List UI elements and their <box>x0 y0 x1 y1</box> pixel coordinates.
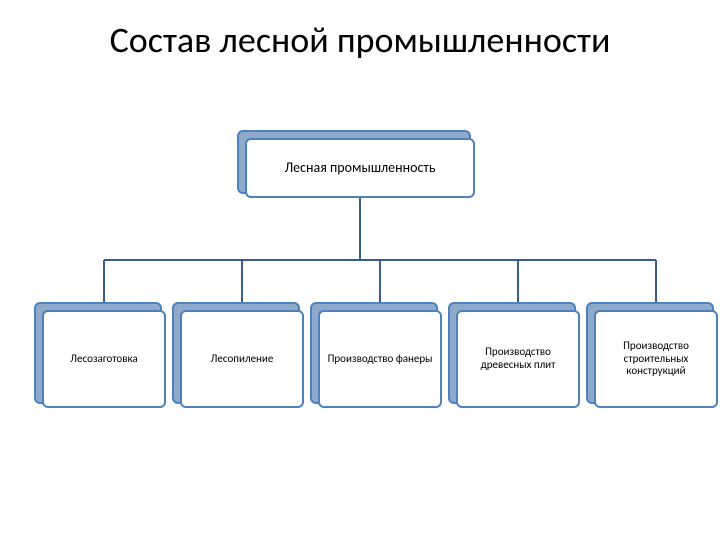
node-label: Лесозаготовка <box>42 310 166 408</box>
node-label: Производство древесных плит <box>456 310 580 408</box>
slide-title: Состав лесной промышленности <box>0 18 720 62</box>
node-label: Производство строительных конструкций <box>594 310 718 408</box>
node-child-4: Производство строительных конструкций <box>594 310 718 408</box>
slide: Состав лесной промышленности Лесная пром… <box>0 0 720 540</box>
node-label: Лесопиление <box>180 310 304 408</box>
node-child-1: Лесопиление <box>180 310 304 408</box>
node-label: Лесная промышленность <box>245 138 475 198</box>
node-child-0: Лесозаготовка <box>42 310 166 408</box>
node-child-3: Производство древесных плит <box>456 310 580 408</box>
node-child-2: Производство фанеры <box>318 310 442 408</box>
node-root: Лесная промышленность <box>245 138 475 198</box>
node-label: Производство фанеры <box>318 310 442 408</box>
connector-trunk <box>359 198 361 260</box>
